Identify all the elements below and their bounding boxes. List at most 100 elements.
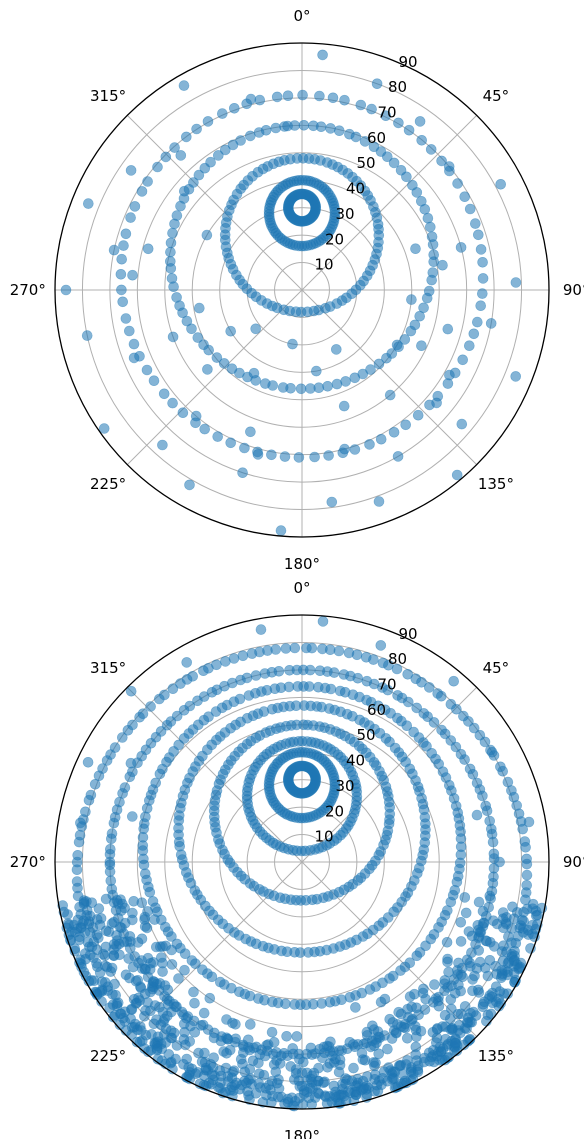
scatter-point [405,325,417,337]
scatter-point [416,340,427,352]
scatter-point [437,259,448,271]
scatter-point [484,890,496,902]
scatter-point [149,914,160,925]
scatter-point [411,950,423,962]
scatter-point [418,302,429,314]
scatter-point [74,829,86,841]
r-tick-label: 20 [325,802,344,820]
scatter-point [441,936,453,948]
scatter-series [60,49,522,536]
scatter-point [289,642,301,654]
scatter-point [349,372,361,384]
scatter-point [427,239,439,250]
scatter-point [463,340,475,352]
scatter-point [111,895,123,906]
scatter-point [166,1032,178,1044]
scatter-point [473,945,485,956]
scatter-point [289,999,300,1010]
scatter-point [443,966,454,978]
scatter-point [384,389,396,401]
scatter-point [140,1005,151,1016]
scatter-point [125,212,136,223]
scatter-point [120,969,132,981]
scatter-point [455,916,467,928]
scatter-point [453,1020,465,1031]
scatter-point [181,657,192,668]
scatter-point [490,960,501,972]
scatter-point [292,681,304,692]
scatter-point [391,663,403,675]
scatter-point [258,1069,270,1081]
scatter-point [421,740,432,752]
scatter-point [214,1065,226,1076]
scatter-point [171,292,182,303]
scatter-point [98,423,110,434]
scatter-point [383,659,394,671]
scatter-point [361,1030,373,1041]
scatter-point [74,931,85,943]
scatter-point [331,378,343,390]
scatter-point [266,449,277,461]
scatter-point [112,935,123,946]
scatter-point [127,961,139,973]
scatter-point [355,99,367,111]
scatter-point [419,1052,430,1064]
scatter-point [326,496,338,508]
scatter-point [472,984,484,996]
scatter-point [127,907,138,919]
scatter-point [291,153,303,164]
scatter-point [166,273,178,284]
theta-tick-label: 225° [90,475,126,493]
scatter-point [469,218,481,229]
scatter-point [347,1039,359,1050]
scatter-point [247,1055,259,1067]
scatter-point [78,915,89,927]
scatter-point [78,898,90,910]
scatter-point [364,439,375,450]
theta-grid-line [126,114,303,291]
r-tick-label: 50 [357,726,376,744]
scatter-point [250,1041,262,1053]
scatter-point [401,720,413,732]
scatter-point [245,1019,256,1030]
scatter-point [419,204,431,215]
scatter-point [471,316,483,328]
scatter-point [356,1047,368,1059]
scatter-point [431,397,442,409]
scatter-point [398,1022,410,1033]
scatter-point [190,410,202,422]
scatter-point [481,935,493,947]
polar-chart-bottom: 10 20 30 40 50 60 70 80 90 0° 45° 90° 135° 180° 225° 27… [10,579,584,1139]
scatter-point [181,315,193,327]
scatter-point [159,689,170,701]
scatter-point [439,728,451,740]
scatter-point [325,683,337,695]
scatter-point [91,957,102,969]
scatter-point [150,777,161,789]
scatter-point [317,49,328,61]
scatter-point [494,986,506,997]
scatter-point [410,1049,422,1060]
scatter-point [124,325,135,337]
scatter-point [234,693,246,705]
scatter-point [471,809,483,821]
scatter-point [314,90,325,102]
scatter-point [229,1079,240,1091]
scatter-point [455,936,467,947]
scatter-point [373,496,385,507]
scatter-point [189,1027,201,1038]
scatter-point [199,423,210,435]
scatter-point [401,1033,413,1044]
scatter-point [165,237,177,249]
scatter-point [508,913,520,925]
scatter-point [306,642,318,654]
scatter-point [111,998,123,1010]
scatter-point [436,155,447,167]
scatter-point [218,358,230,369]
scatter-point [139,921,151,932]
scatter-point [196,1056,208,1068]
scatter-point [186,323,197,335]
scatter-point [179,964,190,976]
scatter-point [373,358,385,370]
scatter-point [235,1053,247,1065]
